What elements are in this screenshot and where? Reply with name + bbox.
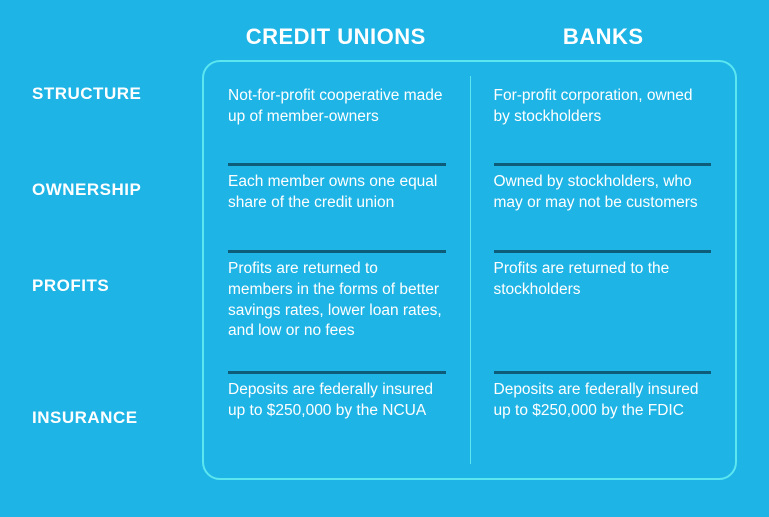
cell-text: Deposits are federally insured up to $25… <box>228 380 446 422</box>
cell-text: Deposits are federally insured up to $25… <box>494 380 712 422</box>
table-row: Profits are returned to members in the f… <box>204 253 735 374</box>
row-labels: STRUCTURE OWNERSHIP PROFITS INSURANCE <box>32 78 192 498</box>
cell-ownership-banks: Owned by stockholders, who may or may no… <box>470 166 736 252</box>
row-label-ownership: OWNERSHIP <box>32 180 141 200</box>
cell-text: Each member owns one equal share of the … <box>228 172 446 214</box>
table-row: Not-for-profit cooperative made up of me… <box>204 80 735 166</box>
cell-text: For-profit corporation, owned by stockho… <box>494 86 712 128</box>
cell-ownership-cu: Each member owns one equal share of the … <box>204 166 470 252</box>
row-label-profits: PROFITS <box>32 276 109 296</box>
col-header-banks: BANKS <box>470 24 738 50</box>
cell-text: Profits are returned to the stockholders <box>494 259 712 301</box>
row-label-structure: STRUCTURE <box>32 84 141 104</box>
cell-structure-banks: For-profit corporation, owned by stockho… <box>470 80 736 166</box>
col-header-credit-unions: CREDIT UNIONS <box>202 24 470 50</box>
comparison-infographic: CREDIT UNIONS BANKS STRUCTURE OWNERSHIP … <box>0 0 769 517</box>
cell-text: Profits are returned to members in the f… <box>228 259 446 343</box>
cell-profits-cu: Profits are returned to members in the f… <box>204 253 470 374</box>
table-row: Each member owns one equal share of the … <box>204 166 735 252</box>
comparison-box: Not-for-profit cooperative made up of me… <box>202 60 737 480</box>
cell-structure-cu: Not-for-profit cooperative made up of me… <box>204 80 470 166</box>
cell-text: Owned by stockholders, who may or may no… <box>494 172 712 214</box>
table-row: Deposits are federally insured up to $25… <box>204 374 735 460</box>
rows-container: Not-for-profit cooperative made up of me… <box>204 80 735 460</box>
cell-profits-banks: Profits are returned to the stockholders <box>470 253 736 374</box>
cell-insurance-cu: Deposits are federally insured up to $25… <box>204 374 470 460</box>
column-headers: CREDIT UNIONS BANKS <box>202 24 737 50</box>
cell-text: Not-for-profit cooperative made up of me… <box>228 86 446 128</box>
row-label-insurance: INSURANCE <box>32 408 138 428</box>
cell-insurance-banks: Deposits are federally insured up to $25… <box>470 374 736 460</box>
